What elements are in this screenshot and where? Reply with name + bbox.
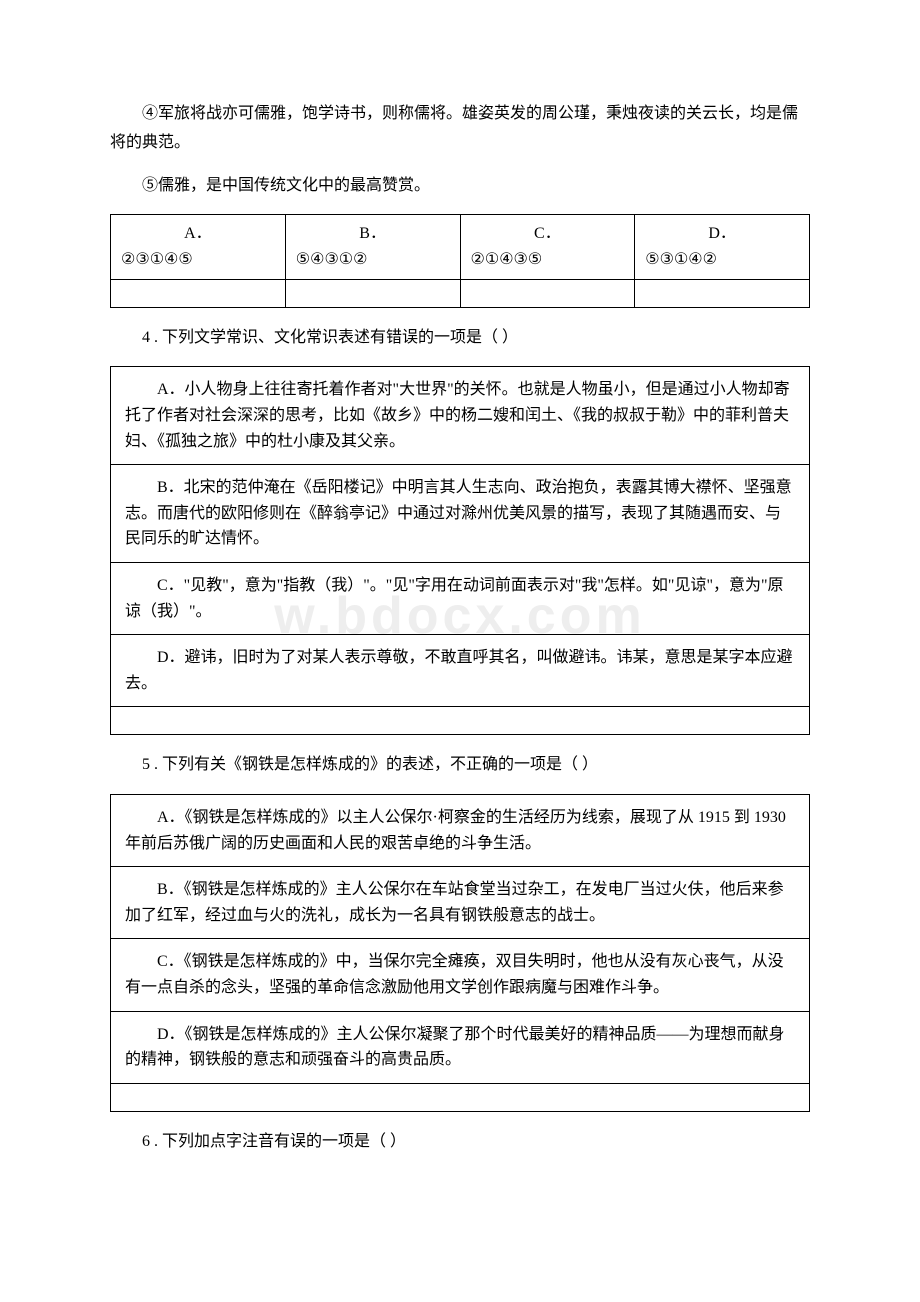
option-text: C．"见教"，意为"指教（我）"。"见"字用在动词前面表示对"我"怎样。如"见谅… [125, 573, 795, 624]
option-cell-c: C．"见教"，意为"指教（我）"。"见"字用在动词前面表示对"我"怎样。如"见谅… [111, 562, 810, 634]
q4-stem: 4 . 下列文学常识、文化常识表述有错误的一项是（ ） [110, 324, 810, 353]
option-cell-a: A．《钢铁是怎样炼成的》以主人公保尔·柯察金的生活经历为线索，展现了从 1915… [111, 795, 810, 867]
option-text: A．《钢铁是怎样炼成的》以主人公保尔·柯察金的生活经历为线索，展现了从 1915… [125, 805, 795, 856]
option-cell-d: D． ⑤③①④② [635, 215, 810, 279]
option-cell-c: C． ②①④③⑤ [460, 215, 635, 279]
q6-stem: 6 . 下列加点字注音有误的一项是（ ） [110, 1128, 810, 1157]
table-row: A． ②③①④⑤ B． ⑤④③①② C． ②①④③⑤ D． ⑤③①④② [111, 215, 810, 279]
table-row: A．《钢铁是怎样炼成的》以主人公保尔·柯察金的生活经历为线索，展现了从 1915… [111, 795, 810, 867]
intro-paragraph-4: ④军旅将战亦可儒雅，饱学诗书，则称儒将。雄姿英发的周公瑾，秉烛夜读的关云长，均是… [110, 100, 810, 158]
table-row: B．北宋的范仲淹在《岳阳楼记》中明言其人生志向、政治抱负，表露其博大襟怀、坚强意… [111, 465, 810, 563]
option-cell-b: B．《钢铁是怎样炼成的》主人公保尔在车站食堂当过杂工，在发电厂当过火伕，他后来参… [111, 867, 810, 939]
option-label: B． [296, 221, 450, 247]
option-cell-d: D．避讳，旧时为了对某人表示尊敬，不敢直呼其名，叫做避讳。讳某，意思是某字本应避… [111, 635, 810, 707]
option-text: B．北宋的范仲淹在《岳阳楼记》中明言其人生志向、政治抱负，表露其博大襟怀、坚强意… [125, 475, 795, 552]
option-cell-d: D．《钢铁是怎样炼成的》主人公保尔凝聚了那个时代最美好的精神品质——为理想而献身… [111, 1011, 810, 1083]
page-content: ④军旅将战亦可儒雅，饱学诗书，则称儒将。雄姿英发的周公瑾，秉烛夜读的关云长，均是… [110, 100, 810, 1157]
q4-options-table: A．小人物身上往往寄托着作者对"大世界"的关怀。也就是人物虽小，但是通过小人物却… [110, 366, 810, 735]
option-text: D．避讳，旧时为了对某人表示尊敬，不敢直呼其名，叫做避讳。讳某，意思是某字本应避… [125, 645, 795, 696]
table-row: C．"见教"，意为"指教（我）"。"见"字用在动词前面表示对"我"怎样。如"见谅… [111, 562, 810, 634]
table-row: D．《钢铁是怎样炼成的》主人公保尔凝聚了那个时代最美好的精神品质——为理想而献身… [111, 1011, 810, 1083]
option-cell-a: A． ②③①④⑤ [111, 215, 286, 279]
table-row: A．小人物身上往往寄托着作者对"大世界"的关怀。也就是人物虽小，但是通过小人物却… [111, 367, 810, 465]
option-cell-b: B．北宋的范仲淹在《岳阳楼记》中明言其人生志向、政治抱负，表露其博大襟怀、坚强意… [111, 465, 810, 563]
table-row-empty [111, 279, 810, 307]
table-row: D．避讳，旧时为了对某人表示尊敬，不敢直呼其名，叫做避讳。讳某，意思是某字本应避… [111, 635, 810, 707]
q5-stem: 5 . 下列有关《钢铁是怎样炼成的》的表述，不正确的一项是（ ） [110, 751, 810, 780]
option-value: ②①④③⑤ [471, 247, 625, 273]
table-row-empty [111, 1083, 810, 1111]
option-label: C． [471, 221, 625, 247]
table-row-empty [111, 707, 810, 735]
option-text: A．小人物身上往往寄托着作者对"大世界"的关怀。也就是人物虽小，但是通过小人物却… [125, 377, 795, 454]
q5-options-table: A．《钢铁是怎样炼成的》以主人公保尔·柯察金的生活经历为线索，展现了从 1915… [110, 794, 810, 1112]
option-cell-b: B． ⑤④③①② [285, 215, 460, 279]
intro-paragraph-5: ⑤儒雅，是中国传统文化中的最高赞赏。 [110, 172, 810, 201]
option-value: ②③①④⑤ [121, 247, 275, 273]
option-label: D． [645, 221, 799, 247]
option-value: ⑤④③①② [296, 247, 450, 273]
option-cell-c: C．《钢铁是怎样炼成的》中，当保尔完全瘫痪，双目失明时，他也从没有灰心丧气，从没… [111, 939, 810, 1011]
table-row: B．《钢铁是怎样炼成的》主人公保尔在车站食堂当过杂工，在发电厂当过火伕，他后来参… [111, 867, 810, 939]
option-value: ⑤③①④② [645, 247, 799, 273]
option-label: A． [121, 221, 275, 247]
option-text: D．《钢铁是怎样炼成的》主人公保尔凝聚了那个时代最美好的精神品质——为理想而献身… [125, 1022, 795, 1073]
option-text: C．《钢铁是怎样炼成的》中，当保尔完全瘫痪，双目失明时，他也从没有灰心丧气，从没… [125, 949, 795, 1000]
option-cell-a: A．小人物身上往往寄托着作者对"大世界"的关怀。也就是人物虽小，但是通过小人物却… [111, 367, 810, 465]
option-text: B．《钢铁是怎样炼成的》主人公保尔在车站食堂当过杂工，在发电厂当过火伕，他后来参… [125, 877, 795, 928]
table-row: C．《钢铁是怎样炼成的》中，当保尔完全瘫痪，双目失明时，他也从没有灰心丧气，从没… [111, 939, 810, 1011]
q3-options-table: A． ②③①④⑤ B． ⑤④③①② C． ②①④③⑤ D． ⑤③①④② [110, 214, 810, 307]
